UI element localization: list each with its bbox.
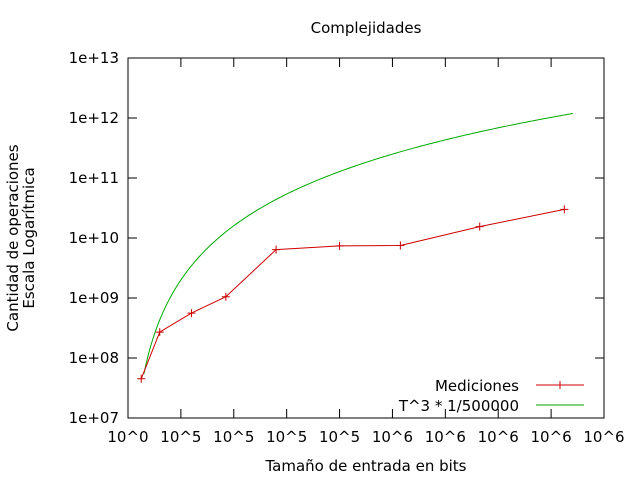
x-axis-ticks: 10^0 10^5 10^5 10^5 10^5 10^6 10^6 10^6 10^6 10^6 bbox=[107, 58, 625, 446]
legend-label-mediciones: Mediciones bbox=[435, 377, 519, 395]
data-point-mediciones bbox=[475, 222, 484, 231]
legend-marker-mediciones bbox=[556, 381, 564, 389]
y-tick-label: 1e+08 bbox=[69, 349, 119, 367]
y-axis-ticks: 1e+07 1e+08 1e+09 1e+10 1e+11 1e+12 1e+13 bbox=[69, 49, 604, 427]
series-layer bbox=[137, 112, 573, 383]
x-tick-label: 10^5 bbox=[319, 428, 360, 446]
data-point-mediciones bbox=[187, 309, 196, 318]
legend-label-cubic: T^3 * 1/500000 bbox=[398, 397, 519, 415]
y-axis-label-line-1: Cantidad de operaciones bbox=[4, 144, 22, 331]
y-tick-label: 1e+13 bbox=[69, 49, 119, 67]
y-tick-label: 1e+07 bbox=[69, 409, 119, 427]
series-line-cubic bbox=[143, 112, 573, 375]
y-tick-label: 1e+10 bbox=[69, 229, 119, 247]
data-point-mediciones bbox=[396, 241, 405, 250]
data-point-mediciones bbox=[137, 374, 146, 383]
x-tick-label: 10^5 bbox=[160, 428, 201, 446]
data-point-mediciones bbox=[560, 205, 569, 214]
y-tick-label: 1e+09 bbox=[69, 289, 119, 307]
x-tick-label: 10^6 bbox=[372, 428, 413, 446]
y-axis-label-line-2: Escala Logarítmica bbox=[20, 167, 38, 308]
y-axis-label: Cantidad de operaciones Escala Logarítmi… bbox=[4, 144, 38, 331]
x-axis-label: Tamaño de entrada en bits bbox=[265, 457, 467, 475]
x-tick-label: 10^6 bbox=[478, 428, 519, 446]
data-point-mediciones bbox=[335, 241, 344, 250]
x-tick-label: 10^5 bbox=[213, 428, 254, 446]
data-point-mediciones bbox=[272, 245, 281, 254]
series-line-mediciones bbox=[140, 208, 565, 379]
data-point-mediciones bbox=[155, 328, 164, 337]
x-tick-label: 10^6 bbox=[531, 428, 572, 446]
legend: Mediciones T^3 * 1/500000 bbox=[398, 377, 584, 415]
data-point-mediciones bbox=[221, 292, 230, 301]
x-tick-label: 10^6 bbox=[583, 428, 624, 446]
y-tick-label: 1e+11 bbox=[69, 169, 119, 187]
chart-title: Complejidades bbox=[311, 19, 422, 37]
plot-frame bbox=[127, 57, 605, 419]
x-tick-label: 10^0 bbox=[107, 428, 148, 446]
y-tick-label: 1e+12 bbox=[69, 109, 119, 127]
x-tick-label: 10^6 bbox=[425, 428, 466, 446]
x-tick-label: 10^5 bbox=[266, 428, 307, 446]
